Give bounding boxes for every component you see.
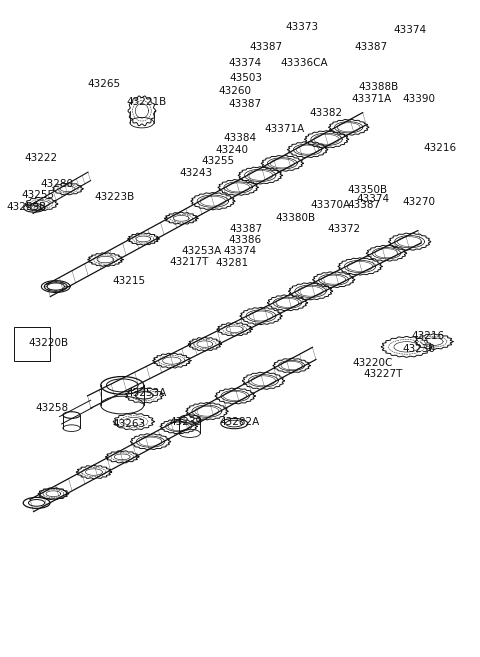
Text: 43222: 43222 bbox=[24, 153, 58, 163]
Text: 43282A: 43282A bbox=[220, 417, 260, 426]
Text: 43260: 43260 bbox=[219, 86, 252, 96]
Text: 43280: 43280 bbox=[41, 179, 73, 189]
Text: 43259B: 43259B bbox=[7, 202, 47, 212]
Text: 43216: 43216 bbox=[423, 143, 456, 153]
Text: 43387: 43387 bbox=[250, 41, 283, 52]
Text: 43384: 43384 bbox=[223, 133, 257, 143]
Text: 43387: 43387 bbox=[229, 224, 263, 234]
Text: 43253A: 43253A bbox=[181, 246, 222, 256]
Text: 43220C: 43220C bbox=[353, 358, 393, 368]
Text: 43371A: 43371A bbox=[351, 94, 392, 104]
Text: 43350B: 43350B bbox=[347, 185, 387, 194]
Text: 43370A: 43370A bbox=[311, 200, 351, 210]
Text: 43230: 43230 bbox=[403, 344, 436, 355]
Text: 43371A: 43371A bbox=[264, 124, 305, 133]
Text: 43387: 43387 bbox=[228, 99, 261, 108]
Text: 43239: 43239 bbox=[170, 417, 203, 426]
Text: 43374: 43374 bbox=[223, 246, 257, 256]
Text: 43220B: 43220B bbox=[28, 338, 69, 348]
Text: 43374: 43374 bbox=[357, 194, 390, 204]
Text: 43503: 43503 bbox=[230, 73, 263, 83]
Text: 43386: 43386 bbox=[228, 235, 261, 245]
Text: 43387: 43387 bbox=[355, 41, 388, 52]
Text: 43380B: 43380B bbox=[275, 214, 315, 223]
Text: 43221B: 43221B bbox=[127, 97, 167, 107]
Text: 43265: 43265 bbox=[87, 79, 120, 89]
Text: 43372: 43372 bbox=[328, 224, 361, 234]
Text: 43243: 43243 bbox=[180, 168, 213, 178]
Text: 43258: 43258 bbox=[36, 403, 69, 413]
Text: 43382: 43382 bbox=[310, 108, 343, 118]
Text: 43253A: 43253A bbox=[127, 388, 167, 397]
Text: 43336CA: 43336CA bbox=[281, 58, 328, 68]
Text: 43281: 43281 bbox=[216, 258, 249, 268]
Text: 43240: 43240 bbox=[216, 145, 248, 155]
Text: 43216: 43216 bbox=[411, 331, 444, 342]
Text: 43387: 43387 bbox=[348, 200, 381, 210]
Text: 43270: 43270 bbox=[403, 197, 436, 207]
Text: 43374: 43374 bbox=[228, 58, 261, 68]
Text: 43390: 43390 bbox=[403, 94, 436, 104]
Text: 43223B: 43223B bbox=[95, 193, 135, 202]
Text: 43373: 43373 bbox=[286, 22, 319, 32]
Text: 43388B: 43388B bbox=[359, 82, 399, 92]
Text: 43227T: 43227T bbox=[364, 369, 403, 379]
Text: 43255: 43255 bbox=[201, 156, 234, 166]
Text: 43217T: 43217T bbox=[169, 257, 208, 267]
Text: 43215: 43215 bbox=[112, 277, 145, 286]
Text: 43263: 43263 bbox=[112, 419, 145, 428]
Text: 43255: 43255 bbox=[22, 191, 55, 200]
Text: 43374: 43374 bbox=[393, 25, 426, 35]
